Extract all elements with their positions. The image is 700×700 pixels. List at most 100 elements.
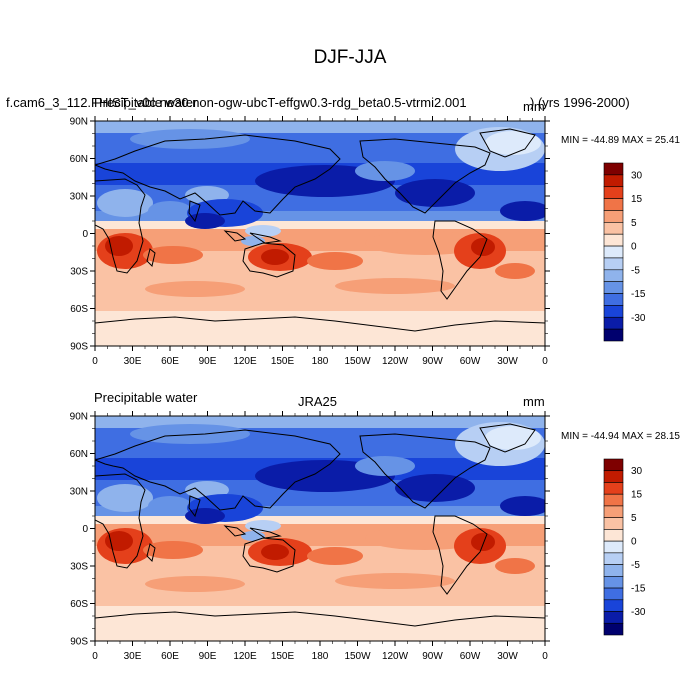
panel-model-lat-label: 60N bbox=[70, 154, 88, 165]
panel-model-colorbar-swatch bbox=[603, 233, 624, 247]
panel-model-colorbar-swatch bbox=[603, 269, 624, 282]
panel-model-lon-label: 150E bbox=[271, 356, 295, 367]
panel-reference-lat-label: 30N bbox=[70, 487, 88, 498]
panel-model-colorbar-swatch bbox=[603, 162, 624, 176]
panel-reference-center-title: JRA25 bbox=[298, 394, 338, 409]
panel-reference-colorbar-swatch bbox=[603, 587, 624, 601]
panel-model-lon-label: 60W bbox=[460, 356, 481, 367]
panel-model-colorbar-label: 5 bbox=[631, 218, 637, 229]
panel-model-map bbox=[95, 121, 545, 346]
panel-reference-colorbar-swatch bbox=[603, 599, 624, 612]
panel-reference-lat-label: 60S bbox=[70, 599, 88, 610]
panel-reference-lon-label: 30W bbox=[497, 651, 518, 662]
panel-model-lon-label: 150W bbox=[344, 356, 371, 367]
panel-model-lon-label: 180 bbox=[312, 356, 329, 367]
panel-model-colorbar-swatch bbox=[603, 222, 624, 235]
panel-reference-axes: 90N 60N 30N 0 30S 60S 90S 0 30E 60E 90E 120E 150E 180… bbox=[70, 411, 550, 662]
panel-reference-units: mm bbox=[523, 394, 545, 409]
panel-model-lon-label: 90W bbox=[422, 356, 443, 367]
panel-model-colorbar-swatch bbox=[603, 281, 624, 294]
panel-model-colorbar-label: -5 bbox=[631, 265, 640, 276]
panel-reference-colorbar: 30 15 5 0 -5 -15 -30 bbox=[603, 458, 646, 636]
panel-model-colorbar-label: -30 bbox=[631, 313, 646, 324]
panel-model-colorbar-swatch bbox=[603, 293, 624, 306]
panel-model-colorbar-label: 15 bbox=[631, 194, 643, 205]
panel-reference-colorbar-swatch bbox=[603, 505, 624, 518]
panel-model-lon-label: 30E bbox=[124, 356, 142, 367]
panel-reference-colorbar-swatch bbox=[603, 540, 624, 554]
panel-model-lon-label: 0 bbox=[92, 356, 98, 367]
panel-model-colorbar-swatch bbox=[603, 305, 624, 318]
panel-model-colorbar-swatch bbox=[603, 245, 624, 259]
panel-model-lon-label: 120E bbox=[233, 356, 257, 367]
panel-model-left-title: f.cam6_3_112.FHIST_v0c.ne30.non-ogw-ubcT… bbox=[6, 95, 467, 110]
panel-reference-lon-label: 60W bbox=[460, 651, 481, 662]
figure-title: DJF-JJA bbox=[313, 47, 387, 68]
panel-reference-colorbar-swatch bbox=[603, 622, 624, 636]
panel-model-units: mm bbox=[523, 99, 545, 114]
panel-reference-lon-label: 180 bbox=[312, 651, 329, 662]
panel-reference-colorbar-swatch bbox=[603, 470, 624, 483]
panel-model-lon-label: 120W bbox=[382, 356, 409, 367]
panel-model-lat-label: 30N bbox=[70, 192, 88, 203]
panel-reference-colorbar-swatch bbox=[603, 482, 624, 495]
panel-reference-colorbar-label: -30 bbox=[631, 607, 646, 618]
panel-reference-stats: MIN = -44.94 MAX = 28.15 bbox=[561, 431, 680, 442]
panel-model-colorbar-swatch bbox=[603, 328, 624, 342]
panel-reference-colorbar-label: 0 bbox=[631, 537, 637, 548]
panel-model-lat-label: 90S bbox=[70, 342, 88, 353]
panel-model-left-title-overlap: Precipitable water bbox=[94, 95, 198, 110]
panel-model-lat-label: 60S bbox=[70, 304, 88, 315]
panel-reference-colorbar-swatch bbox=[603, 611, 624, 624]
panel-reference-left-title: Precipitable water bbox=[94, 390, 198, 405]
panel-reference-map bbox=[95, 416, 545, 641]
panel-reference-colorbar-label: -5 bbox=[631, 560, 640, 571]
panel-model-lon-label: 60E bbox=[161, 356, 179, 367]
panel-reference-colorbar-swatch bbox=[603, 529, 624, 542]
panel-model-colorbar-swatch bbox=[603, 210, 624, 223]
panel-reference-lon-label: 90W bbox=[422, 651, 443, 662]
panel-model-colorbar-swatch bbox=[603, 257, 624, 271]
panel-reference-lon-label: 120W bbox=[382, 651, 409, 662]
panel-reference-lat-label: 0 bbox=[82, 524, 88, 535]
panel-model-stats: MIN = -44.89 MAX = 25.41 bbox=[561, 135, 680, 146]
panel-model-colorbar-swatch bbox=[603, 316, 624, 330]
panel-reference-lon-label: 0 bbox=[542, 651, 548, 662]
panel-reference-lon-label: 150W bbox=[344, 651, 371, 662]
panel-reference-lon-label: 60E bbox=[161, 651, 179, 662]
panel-reference-colorbar-swatch bbox=[603, 564, 624, 577]
panel-reference-lon-label: 90E bbox=[199, 651, 217, 662]
panel-reference-lon-label: 120E bbox=[233, 651, 257, 662]
panel-reference-colorbar-label: -15 bbox=[631, 584, 646, 595]
panel-reference-lat-label: 90S bbox=[70, 637, 88, 648]
panel-model-lon-label: 0 bbox=[542, 356, 548, 367]
panel-model-colorbar-swatch bbox=[603, 198, 624, 211]
panel-reference-colorbar-swatch bbox=[603, 576, 624, 589]
panel-model-colorbar-label: -15 bbox=[631, 289, 646, 300]
panel-model-colorbar-swatch bbox=[603, 174, 624, 188]
panel-reference-colorbar-swatch bbox=[603, 517, 624, 530]
panel-reference-colorbar-label: 5 bbox=[631, 513, 637, 524]
panel-model-right-title: ) (yrs 1996-2000) bbox=[530, 95, 630, 110]
panel-model-lon-label: 30W bbox=[497, 356, 518, 367]
panel-model-lat-label: 90N bbox=[70, 117, 88, 128]
panel-model-colorbar-label: 30 bbox=[631, 170, 643, 181]
panel-reference-colorbar-swatch bbox=[603, 458, 624, 472]
panel-reference-colorbar-label: 30 bbox=[631, 466, 643, 477]
panel-reference-lon-label: 0 bbox=[92, 651, 98, 662]
panel-model-lat-label: 0 bbox=[82, 229, 88, 240]
panel-reference-lat-label: 30S bbox=[70, 562, 88, 573]
panel-model-axes: 90N 60N 30N 0 30S 60S 90S 0 30E 60E 90E 120E 150E 180… bbox=[70, 116, 550, 367]
panel-model-lat-label: 30S bbox=[70, 267, 88, 278]
panel-reference-colorbar-swatch bbox=[603, 552, 624, 565]
panel-model-colorbar-swatch bbox=[603, 186, 624, 199]
panel-reference-lon-label: 30E bbox=[124, 651, 142, 662]
panel-model-colorbar-label: 0 bbox=[631, 242, 637, 253]
panel-reference-colorbar-swatch bbox=[603, 493, 624, 507]
panel-reference-colorbar-label: 15 bbox=[631, 490, 643, 501]
panel-model-colorbar: 30 15 5 0 -5 -15 -30 bbox=[603, 162, 646, 342]
panel-reference-lat-label: 90N bbox=[70, 412, 88, 423]
panel-model-lon-label: 90E bbox=[199, 356, 217, 367]
panel-reference-lon-label: 150E bbox=[271, 651, 295, 662]
